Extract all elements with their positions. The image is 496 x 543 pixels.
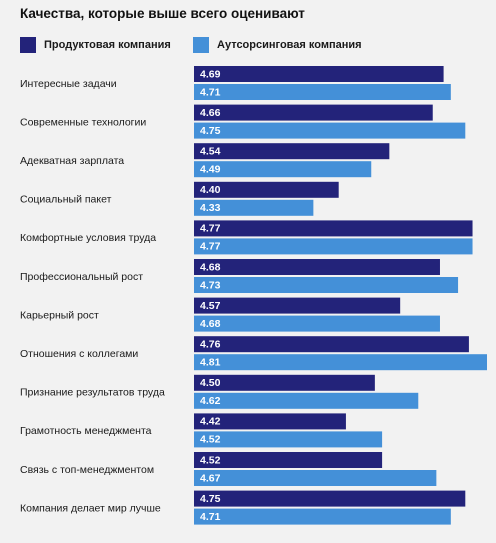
data-label: 4.75 — [200, 125, 221, 137]
bar-product — [194, 452, 383, 468]
chart-title: Качества, которые выше всего оценивают — [20, 6, 305, 21]
category-label: Адекватная зарплата — [20, 155, 124, 167]
data-label: 4.76 — [200, 338, 221, 350]
data-label: 4.49 — [200, 163, 221, 175]
bar-product — [194, 336, 469, 353]
bar-product — [194, 413, 346, 430]
data-label: 4.77 — [200, 223, 221, 235]
data-label: 4.68 — [200, 261, 221, 273]
data-label: 4.62 — [200, 395, 221, 407]
data-label: 4.71 — [200, 86, 221, 98]
legend-label-product: Продуктовая компания — [44, 39, 171, 51]
legend-item-outsource: Аутсорсинговая компания — [193, 37, 362, 53]
bar-product — [194, 259, 440, 275]
bar-outsource — [194, 470, 437, 486]
bar-product — [194, 143, 390, 160]
data-label: 4.54 — [200, 145, 221, 157]
category-label: Карьерный рост — [20, 309, 99, 321]
category-label: Профессиональный рост — [20, 271, 143, 283]
data-label: 4.33 — [200, 202, 221, 214]
data-label: 4.77 — [200, 241, 221, 253]
data-label: 4.69 — [200, 68, 221, 80]
category-label: Компания делает мир лучше — [20, 502, 161, 514]
bar-outsource — [194, 122, 466, 139]
bar-outsource — [194, 508, 451, 525]
bar-outsource — [194, 354, 487, 371]
data-label: 4.50 — [200, 377, 221, 389]
bar-product — [194, 181, 339, 198]
data-label: 4.52 — [200, 434, 221, 446]
data-label: 4.57 — [200, 300, 221, 312]
bar-outsource — [194, 431, 383, 448]
bar-outsource — [194, 238, 473, 255]
data-label: 4.52 — [200, 454, 221, 466]
bar-outsource — [194, 315, 440, 332]
data-label: 4.71 — [200, 511, 221, 523]
category-label: Социальный пакет — [20, 194, 112, 206]
data-label: 4.75 — [200, 493, 221, 505]
category-label: Интересные задачи — [20, 78, 117, 90]
bar-product — [194, 66, 444, 82]
bar-outsource — [194, 277, 459, 293]
bar-product — [194, 220, 473, 237]
data-label: 4.42 — [200, 416, 221, 428]
category-label: Комфортные условия труда — [20, 232, 156, 244]
data-label: 4.66 — [200, 107, 221, 119]
bar-outsource — [194, 161, 372, 178]
data-label: 4.40 — [200, 184, 221, 196]
data-label: 4.73 — [200, 279, 221, 291]
legend-item-product: Продуктовая компания — [20, 37, 171, 53]
data-label: 4.81 — [200, 356, 221, 368]
bar-product — [194, 374, 375, 391]
legend-label-outsource: Аутсорсинговая компания — [217, 39, 362, 51]
bar-outsource — [194, 199, 314, 216]
bar-product — [194, 297, 401, 314]
category-label: Отношения с коллегами — [20, 348, 138, 360]
category-label: Связь с топ-менеджментом — [20, 464, 154, 476]
data-label: 4.67 — [200, 472, 221, 484]
category-label: Признание результатов труда — [20, 387, 165, 399]
bar-outsource — [194, 392, 419, 409]
bar-outsource — [194, 84, 451, 100]
data-label: 4.68 — [200, 318, 221, 330]
legend-swatch-product — [20, 37, 36, 53]
bar-product — [194, 104, 433, 121]
bar-product — [194, 490, 466, 507]
category-label: Современные технологии — [20, 116, 146, 128]
legend-swatch-outsource — [193, 37, 209, 53]
category-label: Грамотность менеджмента — [20, 425, 152, 437]
